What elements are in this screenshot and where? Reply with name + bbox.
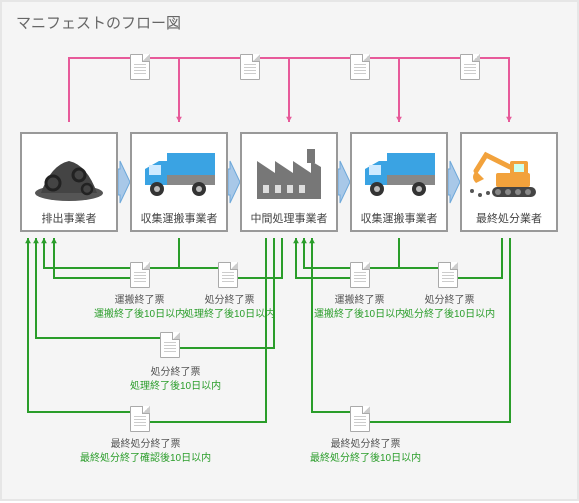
entity-label: 排出事業者 bbox=[42, 213, 97, 226]
entity-label: 中間処理事業者 bbox=[251, 213, 328, 226]
caption-deadline: 処理終了後10日以内 bbox=[130, 380, 221, 394]
flow-arrow-icon bbox=[228, 157, 240, 207]
entity-intermediate: 中間処理事業者 bbox=[240, 132, 338, 232]
return-caption: 処分終了票処分終了後10日以内 bbox=[404, 294, 495, 321]
return-caption: 処分終了票処理終了後10日以内 bbox=[130, 366, 221, 393]
caption-title: 運搬終了票 bbox=[314, 294, 405, 308]
diagram-canvas: マニフェストのフロー図 排出事業者収集運搬事業者中間処理事業者収集運搬事業者最終… bbox=[0, 0, 579, 501]
entity-transport1: 収集運搬事業者 bbox=[130, 132, 228, 232]
entity-final: 最終処分業者 bbox=[460, 132, 558, 232]
caption-title: 最終処分終了票 bbox=[80, 438, 211, 452]
caption-title: 運搬終了票 bbox=[94, 294, 185, 308]
document-icon bbox=[160, 332, 180, 358]
truck-icon bbox=[137, 145, 221, 201]
caption-deadline: 最終処分終了後10日以内 bbox=[310, 452, 421, 466]
return-caption: 運搬終了票運搬終了後10日以内 bbox=[94, 294, 185, 321]
truck-icon bbox=[357, 145, 441, 201]
factory-icon bbox=[249, 143, 329, 203]
document-icon bbox=[218, 262, 238, 288]
document-icon bbox=[130, 54, 150, 80]
entity-transport2: 収集運搬事業者 bbox=[350, 132, 448, 232]
caption-deadline: 運搬終了後10日以内 bbox=[314, 308, 405, 322]
document-icon bbox=[130, 262, 150, 288]
caption-title: 処分終了票 bbox=[184, 294, 275, 308]
entity-label: 最終処分業者 bbox=[476, 213, 542, 226]
entity-label: 収集運搬事業者 bbox=[141, 213, 218, 226]
entity-emitter: 排出事業者 bbox=[20, 132, 118, 232]
caption-title: 処分終了票 bbox=[404, 294, 495, 308]
document-icon bbox=[350, 262, 370, 288]
caption-deadline: 運搬終了後10日以内 bbox=[94, 308, 185, 322]
excavator-icon bbox=[466, 143, 552, 203]
return-caption: 最終処分終了票最終処分終了後10日以内 bbox=[310, 438, 421, 465]
caption-deadline: 処分終了後10日以内 bbox=[404, 308, 495, 322]
caption-deadline: 処理終了後10日以内 bbox=[184, 308, 275, 322]
return-caption: 運搬終了票運搬終了後10日以内 bbox=[314, 294, 405, 321]
flow-arrow-icon bbox=[448, 157, 460, 207]
document-icon bbox=[350, 54, 370, 80]
caption-deadline: 最終処分終了確認後10日以内 bbox=[80, 452, 211, 466]
caption-title: 最終処分終了票 bbox=[310, 438, 421, 452]
document-icon bbox=[240, 54, 260, 80]
diagram-title: マニフェストのフロー図 bbox=[16, 12, 181, 33]
flow-arrow-icon bbox=[118, 157, 130, 207]
flow-arrow-icon bbox=[338, 157, 350, 207]
document-icon bbox=[130, 406, 150, 432]
document-icon bbox=[350, 406, 370, 432]
return-caption: 処分終了票処理終了後10日以内 bbox=[184, 294, 275, 321]
waste-pile-icon bbox=[29, 143, 109, 203]
caption-title: 処分終了票 bbox=[130, 366, 221, 380]
entity-label: 収集運搬事業者 bbox=[361, 213, 438, 226]
connector-lines bbox=[2, 2, 579, 503]
return-caption: 最終処分終了票最終処分終了確認後10日以内 bbox=[80, 438, 211, 465]
document-icon bbox=[438, 262, 458, 288]
document-icon bbox=[460, 54, 480, 80]
